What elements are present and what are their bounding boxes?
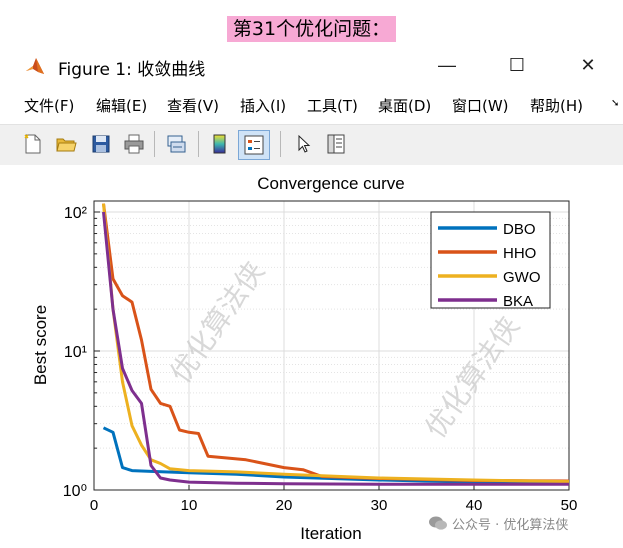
x-tick-label: 50 (561, 497, 578, 514)
legend-label-dbo: DBO (503, 221, 536, 238)
minimize-icon: — (438, 54, 456, 75)
series-layer (102, 203, 570, 486)
new-figure-icon[interactable] (22, 133, 44, 155)
watermark-diagonal-text-1: 优化算法侠 (164, 255, 271, 389)
print-icon[interactable] (123, 133, 145, 155)
x-tick-label: 40 (466, 497, 483, 514)
menu-file[interactable]: 文件(F) (24, 97, 75, 115)
y-tick-label: 10² (64, 205, 88, 222)
window-title: Figure 1: 收敛曲线 (58, 60, 206, 80)
menu-insert[interactable]: 插入(I) (240, 97, 287, 115)
menu-bar: 文件(F) 编辑(E) 查看(V) 插入(I) 工具(T) 桌面(D) 窗口(W… (0, 92, 623, 118)
x-tick-label: 10 (181, 497, 198, 514)
x-tick-label: 0 (90, 497, 98, 514)
chart-title: Convergence curve (257, 174, 404, 193)
convergence-chart: 0 10 20 30 40 50 10⁰ 10¹ 10² Convergence curve I… (31, 174, 578, 543)
problem-banner: 第31个优化问题： (0, 14, 623, 42)
series-line-gwo (102, 203, 570, 484)
figure-canvas: 0 10 20 30 40 50 10⁰ 10¹ 10² Convergence curve I… (0, 165, 623, 548)
series-line-dbo (102, 426, 570, 485)
x-axis-label: Iteration (300, 524, 361, 543)
tick-layer: 0 10 20 30 40 50 10⁰ 10¹ 10² (63, 205, 578, 514)
figure-toolbar (0, 124, 623, 166)
y-tick-label: 10⁰ (63, 483, 87, 500)
x-tick-label: 20 (276, 497, 293, 514)
legend-toggle-button[interactable] (238, 130, 270, 160)
series-line-bka (102, 211, 569, 486)
y-tick-label: 10¹ (64, 344, 87, 361)
minimize-button[interactable]: — (427, 50, 467, 80)
y-axis-label: Best score (31, 305, 50, 385)
plot-area-frame (93, 200, 570, 491)
menu-edit[interactable]: 编辑(E) (96, 97, 148, 115)
menu-tools[interactable]: 工具(T) (307, 97, 358, 115)
matlab-logo-icon (26, 58, 44, 74)
chart-legend: DBO HHO GWO BKA (430, 211, 551, 310)
menu-desktop[interactable]: 桌面(D) (378, 97, 432, 115)
menu-window[interactable]: 窗口(W) (452, 97, 509, 115)
maximize-icon: ☐ (508, 54, 526, 75)
property-inspector-icon[interactable] (325, 133, 347, 155)
legend-label-gwo: GWO (503, 269, 541, 286)
colorbar-icon[interactable] (209, 133, 231, 155)
toolbar-separator (198, 131, 199, 157)
window-titlebar: Figure 1: 收敛曲线 — ☐ ✕ (0, 48, 623, 84)
menu-overflow-icon[interactable]: ➘ (611, 98, 620, 109)
legend-label-bka: BKA (503, 293, 533, 310)
save-icon[interactable] (90, 133, 112, 155)
maximize-button[interactable]: ☐ (497, 50, 537, 80)
toolbar-separator (280, 131, 281, 157)
legend-label-hho: HHO (503, 245, 536, 262)
toolbar-separator (154, 131, 155, 157)
link-plot-icon[interactable] (165, 133, 187, 155)
menu-view[interactable]: 查看(V) (167, 97, 219, 115)
wechat-icon (429, 516, 447, 530)
x-tick-label: 30 (371, 497, 388, 514)
menu-help[interactable]: 帮助(H) (530, 97, 583, 115)
problem-banner-text: 第31个优化问题： (226, 16, 397, 42)
legend-icon (244, 135, 264, 155)
close-button[interactable]: ✕ (568, 50, 608, 80)
pointer-icon[interactable] (293, 133, 315, 155)
close-icon: ✕ (580, 54, 596, 75)
open-folder-icon[interactable] (55, 133, 77, 155)
watermark-footer-text: 公众号 · 优化算法侠 (452, 518, 569, 533)
